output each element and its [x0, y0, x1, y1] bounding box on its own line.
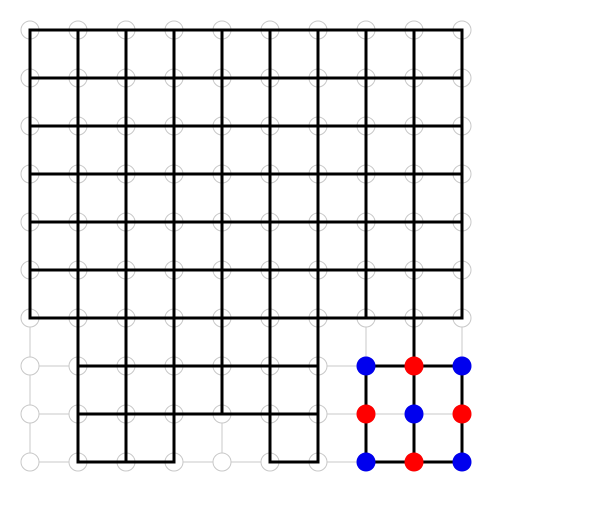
- grid-node[interactable]: [20, 404, 40, 424]
- red-piece[interactable]: [356, 404, 376, 424]
- blue-piece[interactable]: [356, 452, 376, 472]
- blue-piece[interactable]: [404, 404, 424, 424]
- blue-piece[interactable]: [356, 356, 376, 376]
- drawn-edges: [28, 28, 464, 464]
- red-piece[interactable]: [452, 404, 472, 424]
- grid-node[interactable]: [212, 452, 232, 472]
- red-piece[interactable]: [404, 356, 424, 376]
- grid-node[interactable]: [20, 452, 40, 472]
- red-piece[interactable]: [404, 452, 424, 472]
- grid-nodes: [20, 20, 472, 472]
- blue-piece[interactable]: [452, 356, 472, 376]
- grid-node[interactable]: [20, 356, 40, 376]
- blue-piece[interactable]: [452, 452, 472, 472]
- pieces: [356, 356, 472, 472]
- grid-guides: [29, 29, 463, 463]
